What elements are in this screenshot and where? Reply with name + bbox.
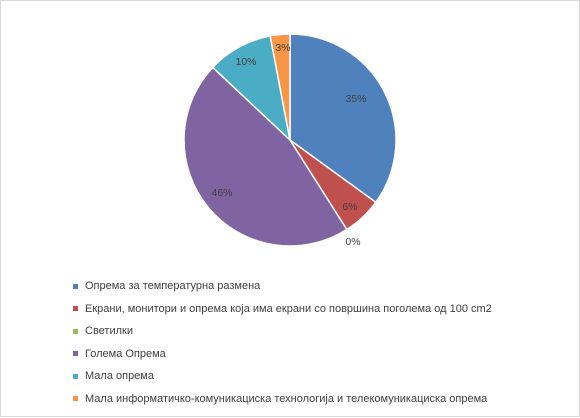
legend-swatch — [73, 396, 78, 402]
legend-swatch — [73, 283, 78, 289]
slice-data-label: 6% — [342, 201, 357, 213]
slice-data-label: 10% — [235, 56, 256, 68]
legend-label: Мала опрема — [85, 370, 154, 383]
legend-item: Мала информатичко-комуникациска технолог… — [73, 388, 573, 411]
legend-item: Мала опрема — [73, 365, 573, 388]
slice-data-label: 0% — [345, 236, 360, 248]
legend-label: Опрема за температурна размена — [85, 280, 261, 293]
legend-swatch — [73, 373, 78, 379]
legend-swatch — [73, 306, 78, 312]
legend-swatch — [73, 351, 78, 357]
legend-swatch — [73, 328, 78, 334]
legend: Опрема за температурна размена Екрани, мо… — [73, 275, 573, 410]
legend-item: Екрани, монитори и опрема која има екран… — [73, 298, 573, 321]
pie-slice — [289, 33, 397, 204]
pie-slice — [269, 33, 291, 141]
legend-item: Голема Опрема — [73, 343, 573, 366]
pie-slice — [183, 66, 348, 247]
slice-data-label: 35% — [345, 93, 366, 105]
legend-item: Светилки — [73, 320, 573, 343]
legend-label: Светилки — [85, 325, 133, 338]
legend-label: Екрани, монитори и опрема која има екран… — [85, 302, 492, 315]
legend-label: Голема Опрема — [85, 347, 166, 360]
legend-item: Опрема за температурна размена — [73, 275, 573, 298]
slice-data-label: 46% — [211, 187, 232, 199]
legend-label: Мала информатичко-комуникациска технолог… — [85, 392, 488, 405]
slice-data-label: 3% — [275, 42, 290, 54]
